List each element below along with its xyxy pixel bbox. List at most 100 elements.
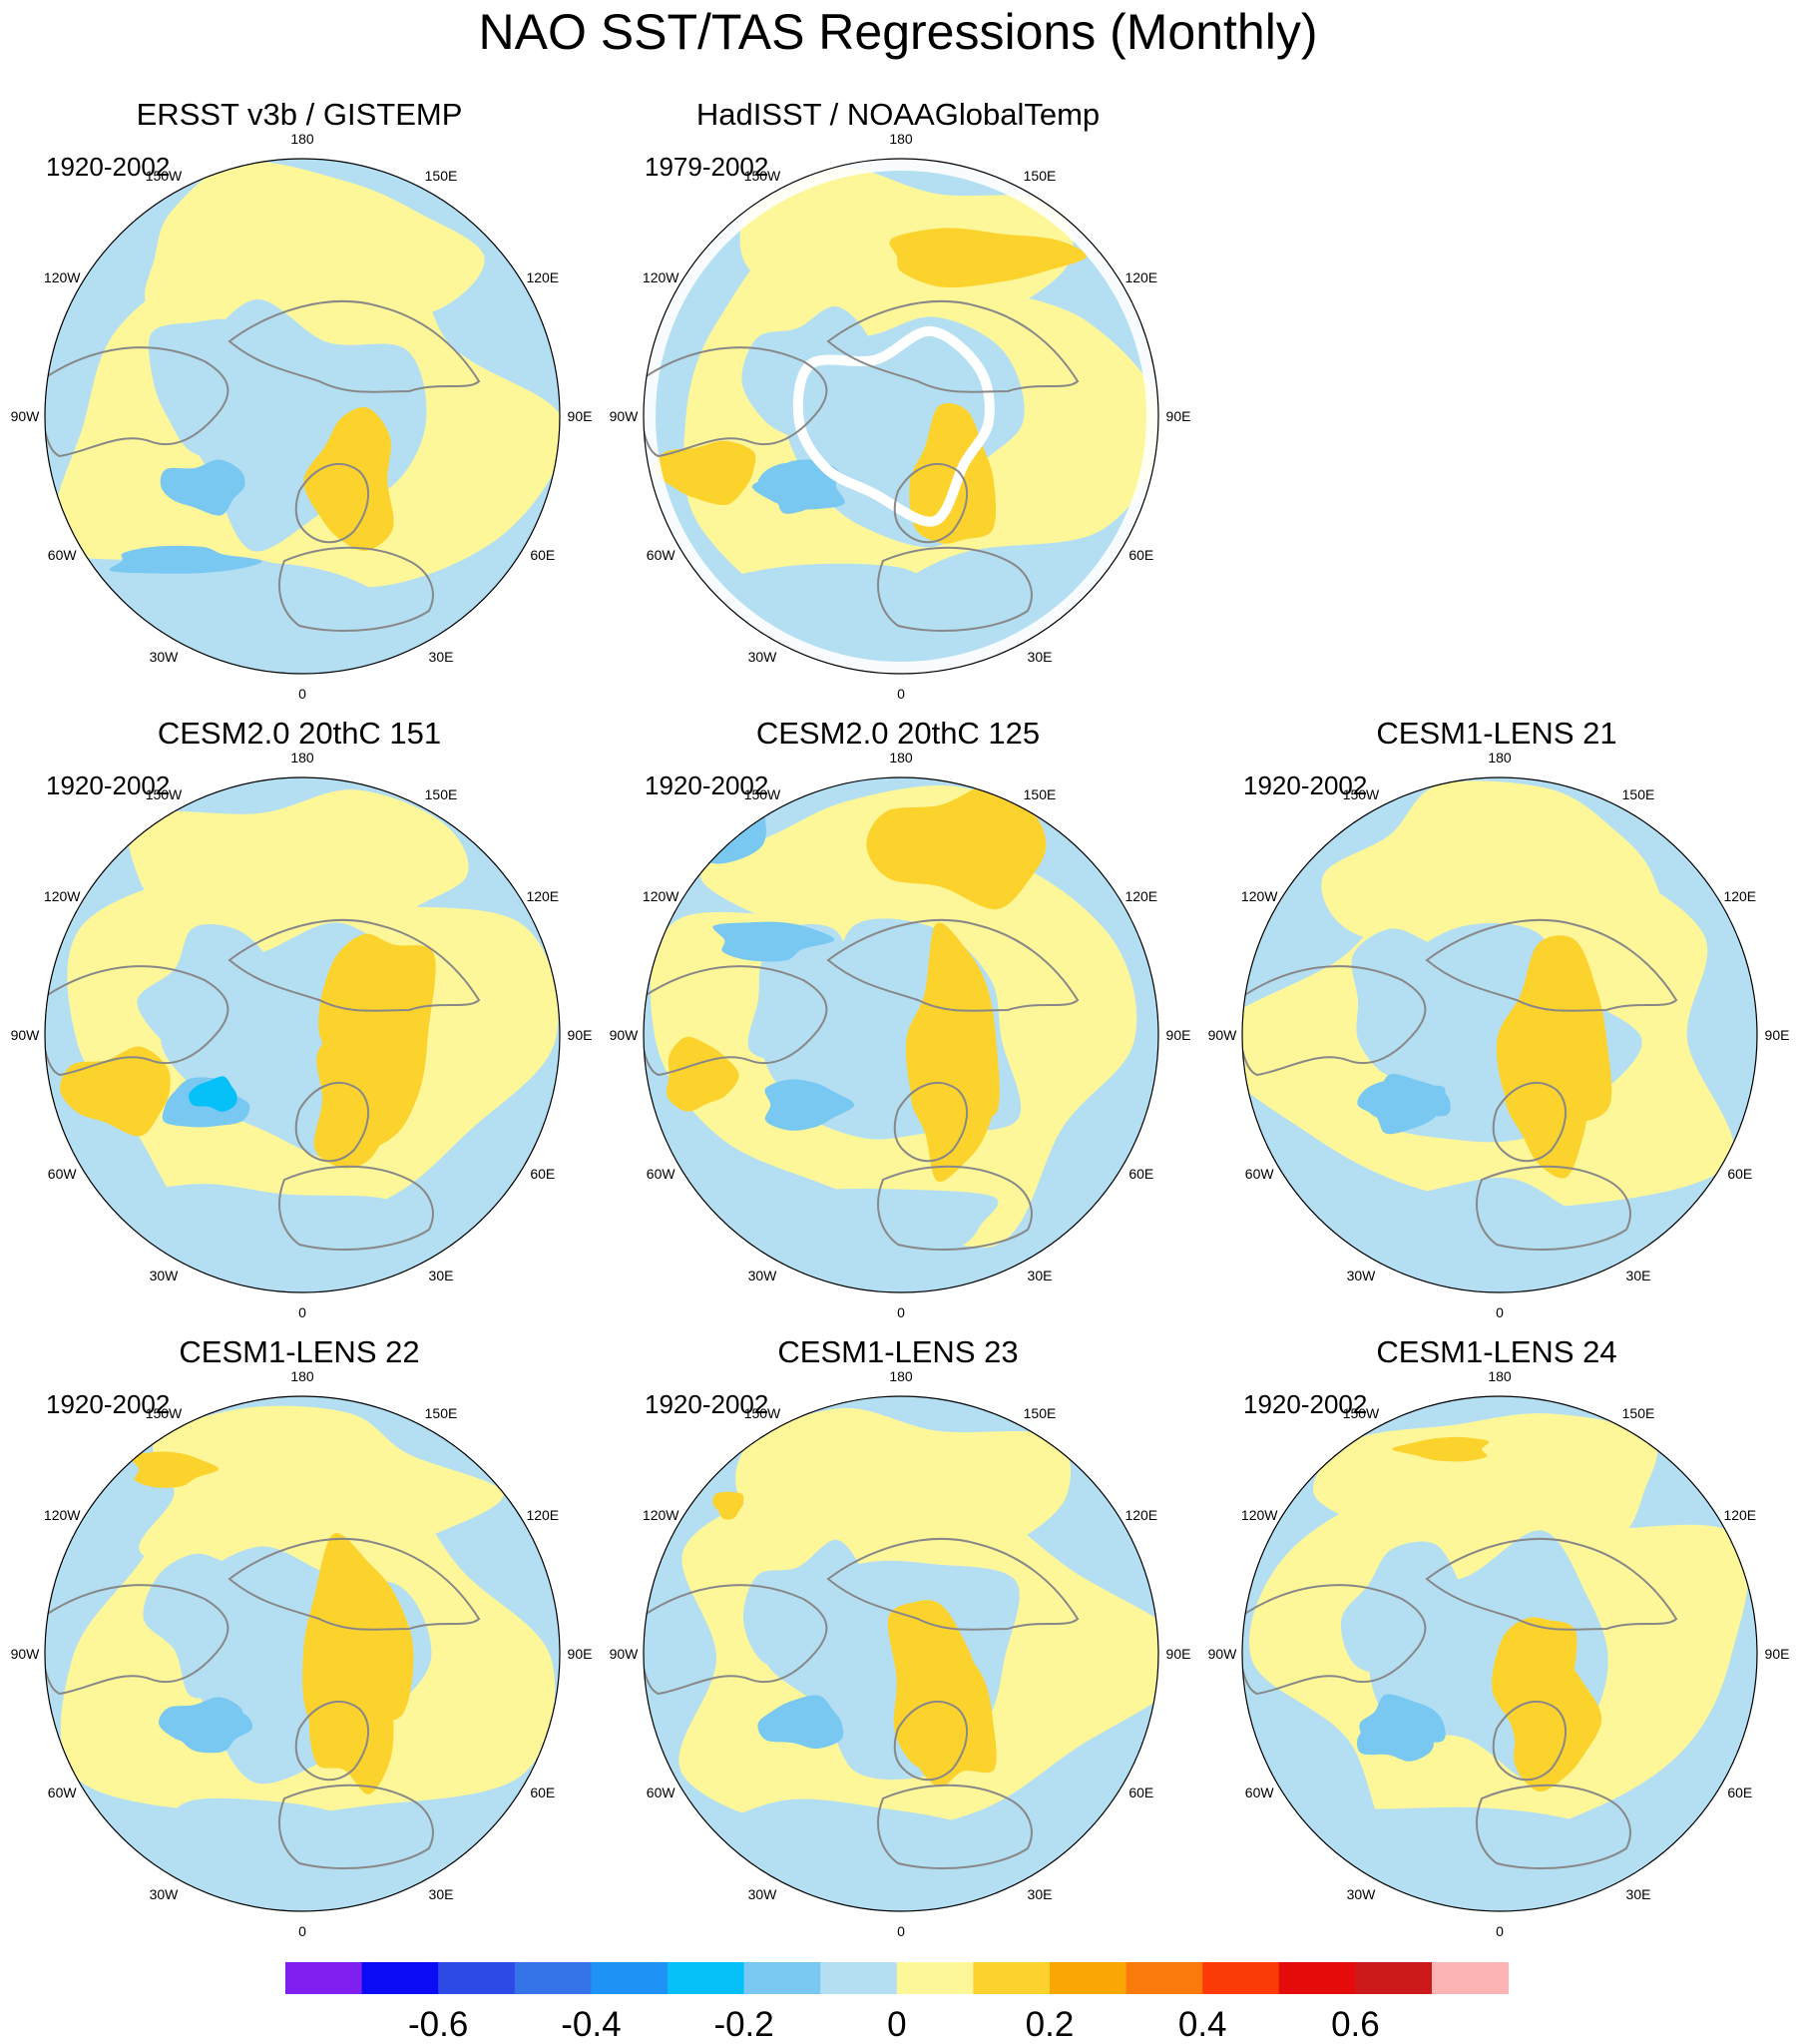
longitude-label: 30E	[429, 1886, 454, 1902]
anomaly-region	[889, 228, 1088, 288]
anomaly-region	[741, 305, 873, 462]
anomaly-region	[1392, 1436, 1490, 1462]
map-panel: CESM2.0 20thC 125 1920-2002 180 150E 120E 90E…	[599, 711, 1197, 1329]
longitude-label: 30E	[1028, 649, 1053, 665]
map-panel: HadISST / NOAAGlobalTemp 1979-2002 180 150E…	[599, 92, 1197, 711]
anomaly-region	[131, 1451, 220, 1488]
longitude-label: 60W	[1245, 1785, 1275, 1800]
longitude-label: 150W	[146, 786, 183, 802]
longitude-label: 120E	[526, 269, 559, 285]
panel-title: CESM1-LENS 24	[1376, 1334, 1617, 1369]
anomaly-region	[1340, 1541, 1477, 1684]
polar-stereographic-map: 180 150E 120E 90E 60E 30E 0 30W 60W 90W 120W 150W	[11, 1368, 593, 1939]
colorbar-tick-label: 0.4	[1178, 2005, 1227, 2044]
longitude-label: 60W	[1245, 1166, 1275, 1182]
longitude-label: 30E	[429, 1268, 454, 1283]
coastline	[1425, 1537, 1678, 1631]
coastline	[45, 965, 229, 1077]
colorbar-cell	[361, 1962, 439, 1994]
map-border	[44, 776, 561, 1293]
coastline	[1476, 1784, 1631, 1869]
coastline	[1242, 965, 1427, 1077]
panel-period: 1920-2002	[46, 152, 171, 182]
anomaly-region	[909, 403, 997, 544]
coastline	[826, 1537, 1080, 1631]
map-border	[643, 158, 1159, 675]
coastline	[227, 1537, 481, 1631]
anomaly-region	[1496, 935, 1612, 1126]
anomaly-region	[1492, 1617, 1577, 1778]
coastline	[278, 546, 434, 632]
longitude-label: 120E	[1124, 1507, 1157, 1523]
colorbar-cell	[1432, 1962, 1510, 1994]
coastline	[1242, 1584, 1427, 1696]
longitude-label: 30W	[1347, 1268, 1377, 1283]
panel-title: CESM1-LENS 22	[179, 1334, 420, 1369]
longitude-label: 150W	[744, 786, 781, 802]
anomaly-region	[1356, 1713, 1435, 1762]
longitude-label: 180	[1488, 1368, 1512, 1384]
anomaly-region	[757, 462, 838, 514]
polar-stereographic-map: 180 150E 120E 90E 60E 30E 0 30W 60W 90W 120W 150W	[610, 750, 1191, 1320]
anomaly-region	[710, 1798, 1020, 1885]
colorbar-tick-label: -0.6	[408, 2005, 468, 2044]
coastline	[877, 546, 1033, 632]
anomaly-region	[139, 1405, 504, 1577]
longitude-label: 60E	[530, 1785, 555, 1800]
map-panel: CESM1-LENS 21 1920-2002 180 150E 120E 90E 60E 3…	[1197, 711, 1796, 1329]
anomaly-region	[667, 1036, 739, 1112]
longitude-label: 30E	[1028, 1268, 1053, 1283]
polar-stereographic-map: 180 150E 120E 90E 60E 30E 0 30W 60W 90W 120W 150W	[11, 750, 593, 1320]
coastline	[45, 346, 229, 458]
map-border	[1241, 1395, 1758, 1912]
longitude-label: 30W	[1347, 1886, 1377, 1902]
coastline	[1492, 1081, 1568, 1163]
panel-period: 1979-2002	[645, 152, 769, 182]
longitude-label: 120E	[526, 1507, 559, 1523]
longitude-label: 180	[1488, 750, 1512, 766]
longitude-label: 30E	[1626, 1886, 1651, 1902]
longitude-label: 180	[889, 131, 913, 147]
longitude-label: 150E	[1622, 786, 1655, 802]
longitude-label: 30W	[748, 649, 778, 665]
anomaly-region	[653, 440, 756, 506]
map-panel: CESM1-LENS 24 1920-2002 180 150E 120E 90E 60E 3…	[1197, 1329, 1796, 1948]
panel-period: 1920-2002	[1243, 770, 1368, 800]
map-border	[1241, 776, 1758, 1293]
map-border	[44, 158, 561, 675]
longitude-label: 30W	[748, 1886, 778, 1902]
colorbar-cell	[1050, 1962, 1127, 1994]
anomaly-region	[82, 561, 403, 643]
map-border	[643, 776, 1159, 1293]
anomaly-region	[764, 1079, 855, 1131]
panel-title: CESM1-LENS 21	[1376, 716, 1617, 751]
longitude-label: 60W	[48, 1785, 78, 1800]
coastline	[893, 1081, 969, 1163]
longitude-label: 180	[889, 1368, 913, 1384]
longitude-label: 90W	[11, 408, 41, 424]
longitude-label: 150E	[1024, 168, 1057, 184]
anomaly-region	[318, 933, 436, 1148]
anomaly-region	[87, 1797, 404, 1880]
longitude-label: 0	[298, 1923, 306, 1939]
panel-title: CESM1-LENS 23	[777, 1334, 1019, 1369]
coastline	[877, 1784, 1033, 1869]
longitude-label: 180	[290, 750, 314, 766]
longitude-label: 150E	[425, 786, 458, 802]
longitude-label: 60E	[530, 547, 555, 563]
coastline	[294, 1700, 370, 1782]
longitude-label: 0	[897, 1304, 905, 1320]
longitude-label: 0	[298, 1304, 306, 1320]
colorbar-tick-label: 0.6	[1331, 2005, 1380, 2044]
coastline	[278, 1784, 434, 1869]
coastline	[877, 1165, 1033, 1251]
coastline	[294, 1081, 370, 1163]
longitude-label: 90E	[568, 408, 593, 424]
longitude-label: 60E	[1727, 1166, 1752, 1182]
longitude-label: 30W	[150, 1886, 180, 1902]
longitude-label: 90W	[610, 1027, 640, 1043]
longitude-label: 150W	[744, 1405, 781, 1421]
longitude-label: 0	[1496, 1304, 1504, 1320]
map-panel: CESM1-LENS 22 1920-2002 180 150E 120E 90E 60E 3…	[0, 1329, 599, 1948]
coastline	[893, 1700, 969, 1782]
